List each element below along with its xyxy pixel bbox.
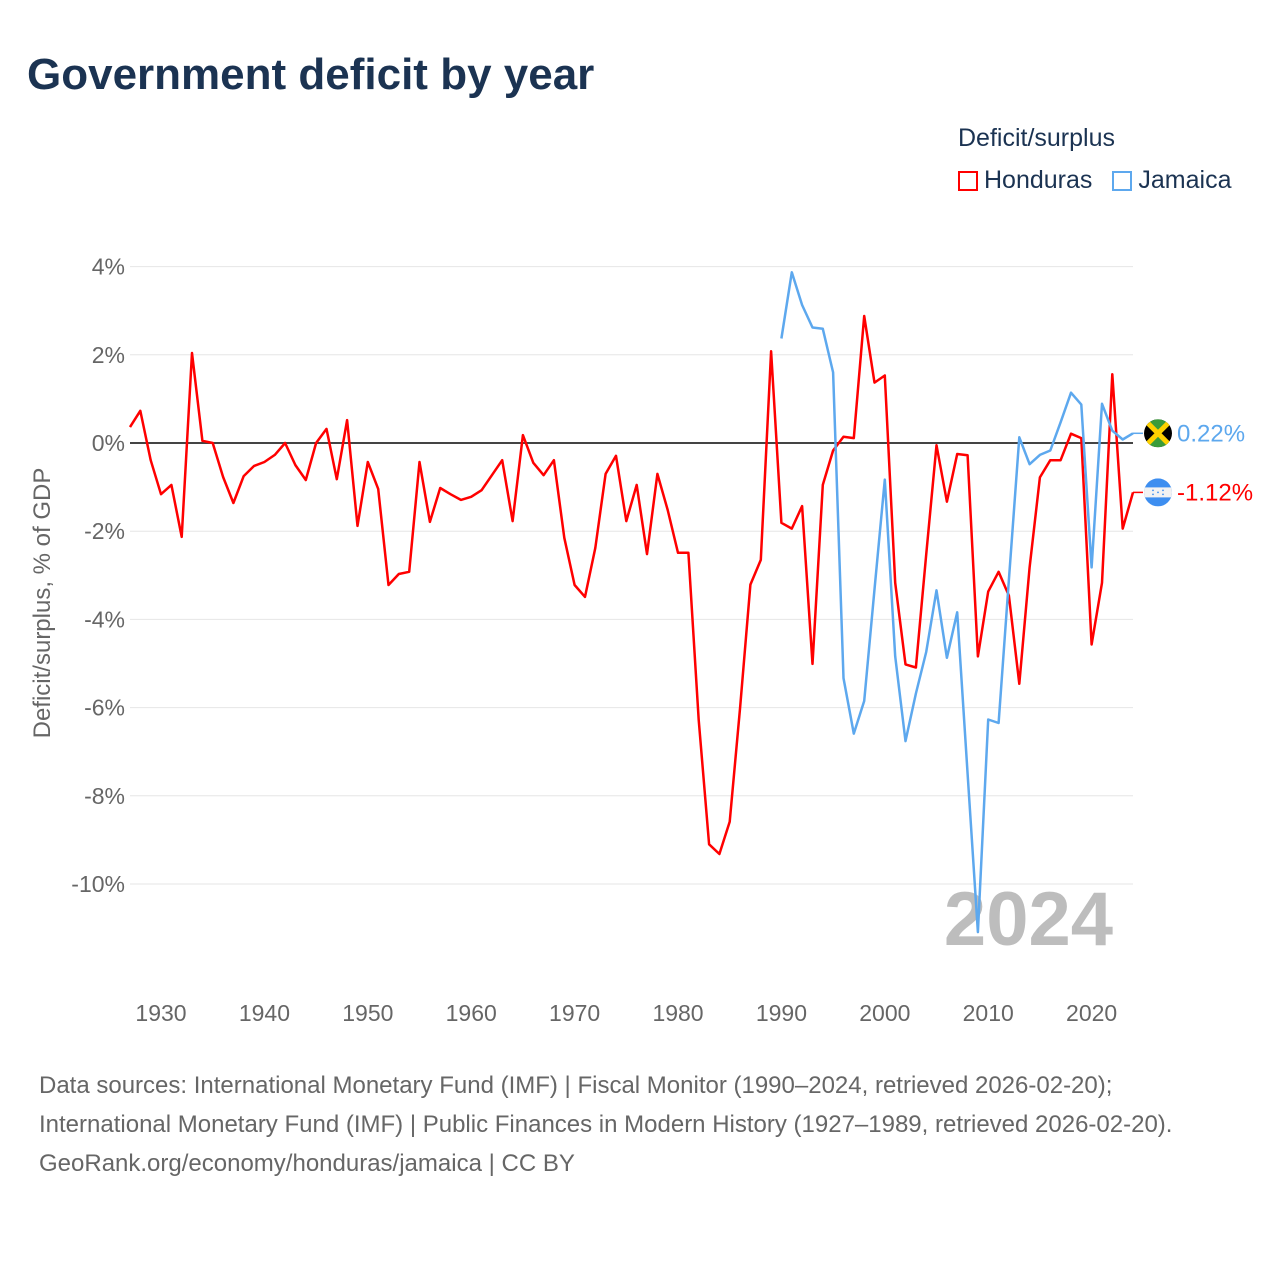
flag-body [1144, 478, 1172, 507]
end-value-label-honduras: -1.12% [1177, 479, 1253, 506]
x-tick-label: 1970 [549, 1000, 600, 1026]
flag-body [1144, 419, 1172, 448]
honduras-flag-icon [1144, 478, 1172, 507]
y-tick-label: 0% [92, 430, 125, 456]
x-tick-label: 1940 [239, 1000, 290, 1026]
x-tick-label: 2010 [963, 1000, 1014, 1026]
flag-saltire [1144, 419, 1172, 448]
footer: Data sources: International Monetary Fun… [39, 1066, 1239, 1183]
y-tick-label: -4% [84, 606, 125, 632]
flag-star [1152, 493, 1154, 496]
y-tick-label: -8% [84, 783, 125, 809]
y-tick-label: 4% [92, 254, 125, 280]
line-chart: 4% 2% 0% -2% -4% -6% -8% -10% 1930 1940 1950 1960 1… [29, 254, 1253, 1026]
y-axis-label: Deficit/surplus, % of GDP [29, 468, 56, 739]
x-tick-label: 1930 [135, 1000, 186, 1026]
jamaica-flag-icon [1144, 419, 1172, 448]
chart-title: Government deficit by year [27, 50, 595, 99]
series-line-honduras [128, 314, 1135, 856]
legend-label-jamaica: Jamaica [1138, 166, 1232, 194]
x-tick-label: 1950 [342, 1000, 393, 1026]
legend: Honduras Jamaica [958, 166, 1232, 195]
data-sources: Data sources: International Monetary Fun… [39, 1072, 1173, 1138]
y-tick-label: 2% [92, 342, 125, 368]
x-tick-label: 1980 [652, 1000, 703, 1026]
y-tick-label: -10% [71, 871, 125, 897]
legend-item-jamaica[interactable]: Jamaica [1112, 166, 1232, 195]
flag-star [1152, 489, 1154, 492]
x-tick-label: 1990 [756, 1000, 807, 1026]
year-label: 2024 [944, 877, 1113, 962]
flag-star [1162, 489, 1164, 492]
legend-title: Deficit/surplus [958, 124, 1115, 152]
legend-swatch-honduras [958, 170, 978, 191]
end-value-label-jamaica: 0.22% [1177, 420, 1245, 447]
x-tick-label: 2020 [1066, 1000, 1117, 1026]
series-line-jamaica [780, 271, 1134, 934]
legend-label-honduras: Honduras [984, 166, 1093, 194]
legend-swatch-jamaica [1112, 170, 1133, 191]
y-tick-label: -6% [84, 695, 125, 721]
flag-star [1157, 491, 1159, 494]
credit-link[interactable]: GeoRank.org/economy/honduras/jamaica | C… [39, 1150, 575, 1177]
x-tick-label: 2000 [859, 1000, 910, 1026]
legend-item-honduras[interactable]: Honduras [958, 166, 1092, 195]
flag-star [1162, 493, 1164, 496]
x-tick-label: 1960 [446, 1000, 497, 1026]
y-tick-label: -2% [84, 518, 125, 544]
